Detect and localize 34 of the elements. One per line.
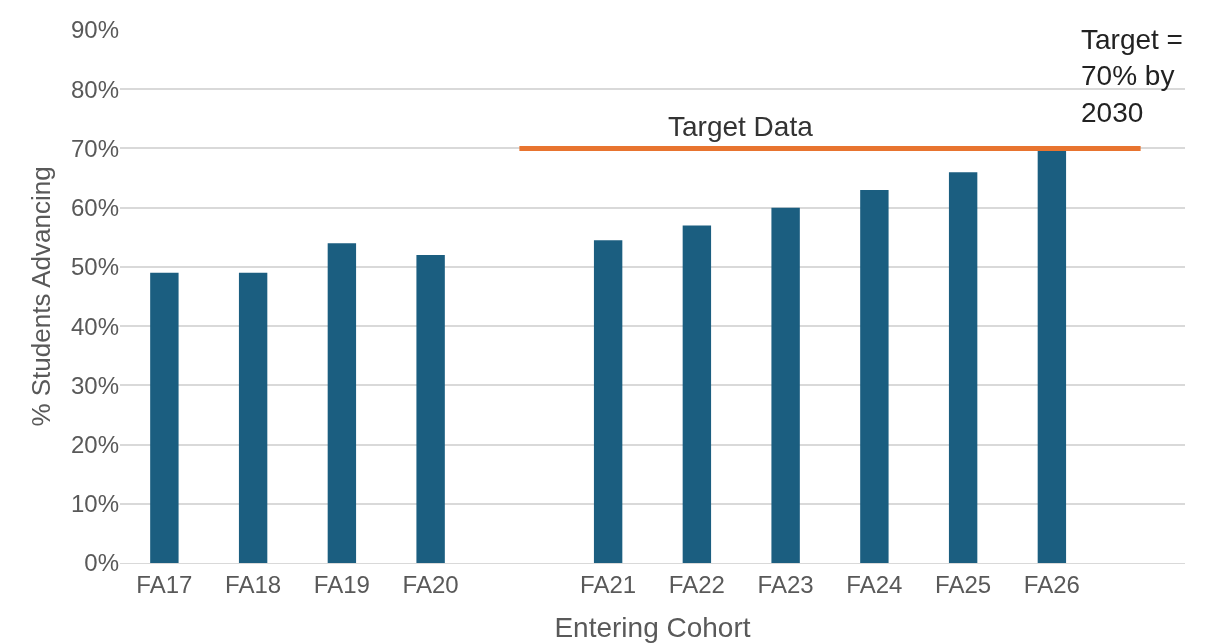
bar [238,272,268,563]
y-tick-label: 70% [70,134,119,162]
y-tick-label: 40% [70,312,119,340]
y-tick-label: 30% [70,371,119,399]
bar [682,225,712,563]
x-tick-label: FA20 [402,570,459,598]
x-tick-label: FA18 [225,570,282,598]
y-tick-label: 50% [70,253,119,281]
bar [327,243,357,563]
series-label: Target Data [668,111,814,142]
bar [593,240,623,563]
y-tick-label: 20% [70,430,119,458]
y-tick-label: 10% [70,490,119,518]
bar [1037,148,1067,563]
x-tick-label: FA25 [935,570,992,598]
annotation: Target = 70% by 2030 [1081,24,1183,128]
x-tick-label: FA26 [1023,570,1080,598]
y-tick-label: 90% [70,16,119,44]
y-axis-title: % Students Advancing [26,166,57,427]
y-tick-label: 80% [70,75,119,103]
x-tick-label: FA24 [846,570,903,598]
x-tick-label: FA19 [313,570,370,598]
x-tick-label: FA22 [668,570,725,598]
x-tick-label: FA21 [580,570,637,598]
bar [771,207,800,563]
bar [416,255,445,563]
x-tick-label: FA23 [757,570,814,598]
bar [948,172,978,563]
y-tick-label: 0% [84,549,119,577]
x-tick-label: FA17 [136,570,193,598]
y-tick-label: 60% [70,194,119,222]
bar [150,272,179,563]
x-axis-title: Entering Cohort [554,611,751,643]
bar [860,189,889,563]
